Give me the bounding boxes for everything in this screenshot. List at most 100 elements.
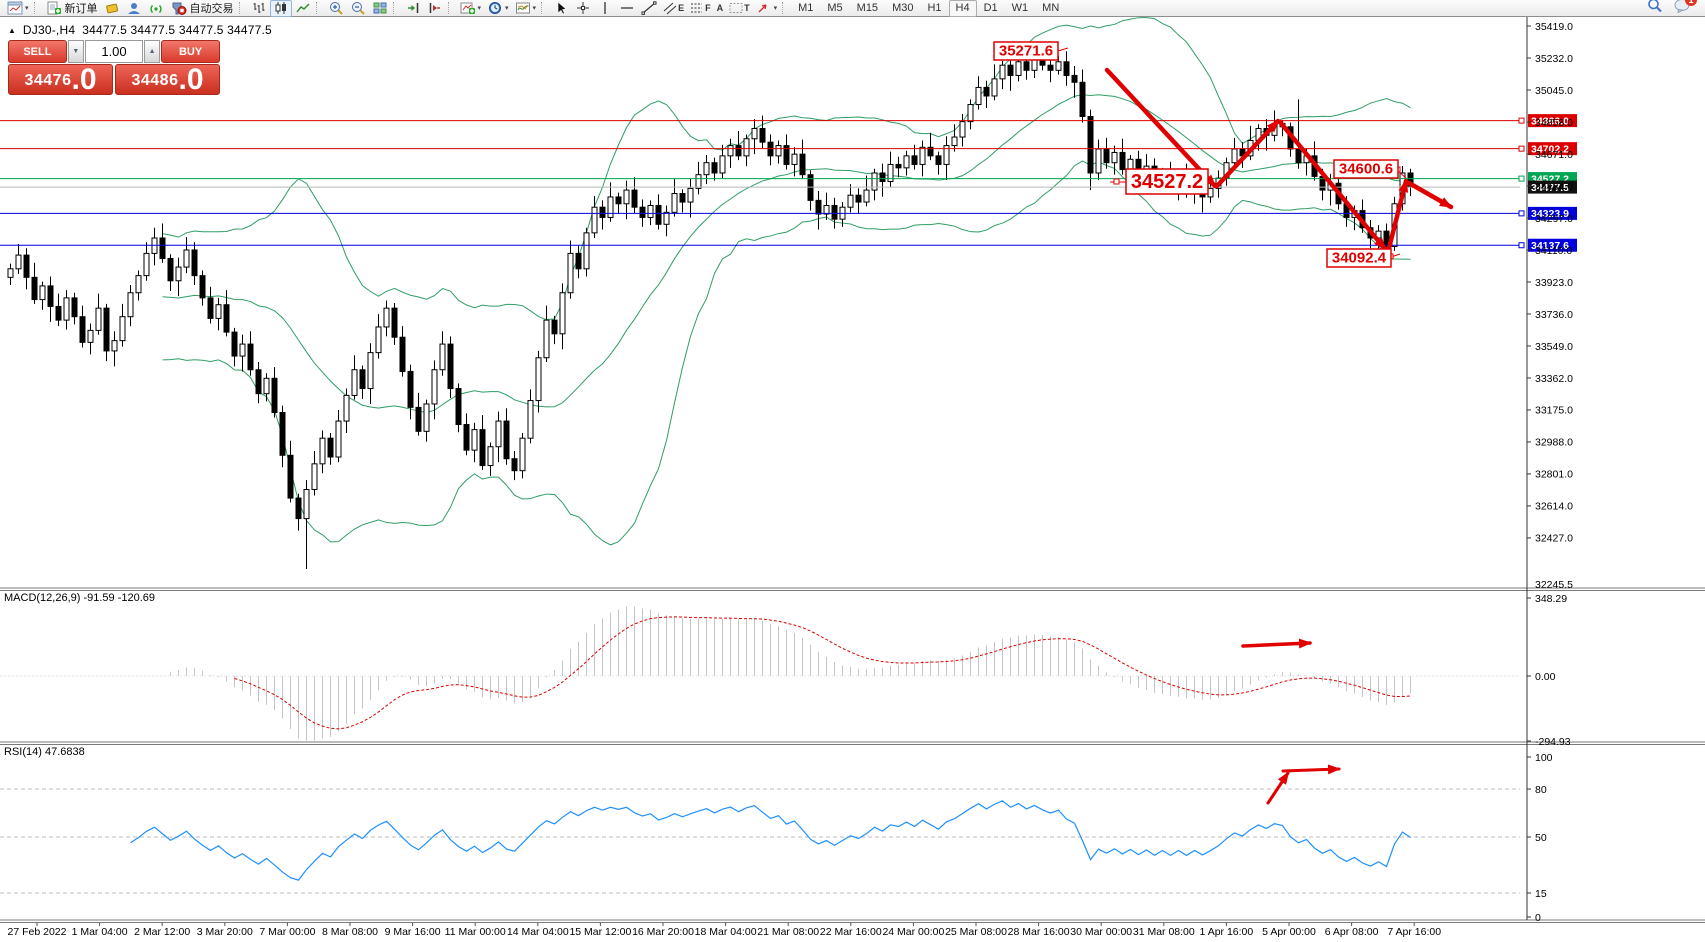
level-handle-icon[interactable]	[1518, 210, 1525, 217]
chart-window-menu[interactable]: ▾	[4, 0, 32, 17]
periods-button[interactable]: ▾	[484, 0, 512, 17]
svg-text:16 Mar 20:00: 16 Mar 20:00	[632, 926, 694, 938]
trend-arrow[interactable]	[1277, 119, 1388, 252]
svg-text:100: 100	[1535, 752, 1553, 764]
buy-price[interactable]: 34486.0	[115, 64, 220, 95]
buy-button[interactable]: BUY	[161, 40, 220, 63]
volume-increase-button[interactable]: ▲	[144, 40, 161, 63]
sell-price[interactable]: 34476.0	[8, 64, 113, 95]
chart-shift-button[interactable]	[424, 0, 446, 17]
bar-chart-button[interactable]	[248, 0, 270, 17]
svg-text:34484.0: 34484.0	[1535, 181, 1573, 193]
trend-arrow[interactable]	[1385, 178, 1409, 255]
trend-arrow[interactable]	[1241, 638, 1312, 649]
notifications-icon[interactable]: 1	[1674, 0, 1697, 18]
svg-text:1 Apr 16:00: 1 Apr 16:00	[1200, 926, 1254, 938]
level-handle-icon[interactable]	[1518, 117, 1525, 124]
fibonacci-button[interactable]: F	[687, 0, 714, 17]
svg-text:22 Mar 16:00: 22 Mar 16:00	[820, 926, 882, 938]
collapse-panel-icon[interactable]: ▲	[8, 25, 16, 35]
svg-text:5 Apr 00:00: 5 Apr 00:00	[1262, 926, 1316, 938]
horizontal-line-button[interactable]	[616, 0, 638, 17]
search-icon[interactable]	[1647, 0, 1662, 18]
level-handle-icon[interactable]	[1518, 145, 1525, 152]
cursor-button[interactable]	[550, 0, 572, 17]
trend-arrow[interactable]	[1266, 771, 1290, 805]
line-chart-icon	[295, 1, 311, 15]
new-order-button[interactable]: 新订单	[43, 0, 101, 17]
svg-text:34600.6: 34600.6	[1339, 161, 1393, 178]
timeframe-d1[interactable]: D1	[983, 1, 998, 14]
price-callout-34527.2[interactable]	[1125, 168, 1209, 195]
tile-windows-button[interactable]	[369, 0, 391, 17]
timeframe-m5[interactable]: M5	[827, 1, 843, 14]
price-badge-34323.9	[1528, 206, 1577, 220]
svg-text:35232.0: 35232.0	[1535, 53, 1573, 65]
trend-arrow[interactable]	[1214, 118, 1281, 189]
timeframe-w1[interactable]: W1	[1011, 1, 1029, 14]
sell-button[interactable]: SELL	[8, 40, 67, 63]
arrows-button[interactable]: ▾	[753, 0, 781, 17]
chart-window-menu-icon	[7, 1, 23, 15]
crosshair-button[interactable]	[572, 0, 594, 17]
svg-text:34671.0: 34671.0	[1535, 149, 1573, 161]
templates-button[interactable]: ▾	[512, 0, 540, 17]
indicators-button[interactable]: ▾	[457, 0, 485, 17]
level-handle-icon[interactable]	[1518, 242, 1525, 249]
signals-button[interactable]	[145, 0, 167, 17]
metaeditor-button[interactable]	[101, 0, 123, 17]
community-icon	[126, 1, 142, 15]
symbol-period-label: DJ30-,H4	[22, 23, 76, 37]
svg-text:34323.9: 34323.9	[1531, 208, 1569, 220]
zoom-in-button[interactable]	[325, 0, 347, 17]
new-order-icon	[46, 1, 62, 15]
text-button[interactable]: A	[714, 0, 727, 17]
zoom-out-button[interactable]	[347, 0, 369, 17]
price-callout-34600.6[interactable]	[1333, 159, 1399, 179]
timeframe-mn[interactable]: MN	[1042, 1, 1060, 14]
timeframe-m15[interactable]: M15	[856, 1, 879, 14]
volume-decrease-button[interactable]: ▼	[67, 40, 84, 63]
svg-text:3 Mar 20:00: 3 Mar 20:00	[197, 926, 253, 938]
svg-text:24 Mar 00:00: 24 Mar 00:00	[882, 926, 944, 938]
price-badge-34137.6	[1528, 238, 1577, 252]
toolbar-separator	[447, 2, 453, 14]
community-button[interactable]	[123, 0, 145, 17]
line-chart-button[interactable]	[292, 0, 314, 17]
trend-arrow[interactable]	[1281, 764, 1341, 775]
timeframe-h4[interactable]: H4	[948, 0, 977, 17]
text-label-button[interactable]: T	[726, 0, 753, 17]
trend-arrow[interactable]	[1406, 180, 1454, 210]
svg-text:50: 50	[1535, 832, 1547, 844]
svg-text:34092.4: 34092.4	[1332, 250, 1387, 267]
svg-text:33549.0: 33549.0	[1535, 341, 1573, 353]
chart-shift-icon	[427, 1, 443, 15]
toolbar-separator	[541, 2, 546, 14]
svg-text:33736.0: 33736.0	[1535, 309, 1573, 321]
level-handle-icon[interactable]	[1518, 175, 1525, 182]
svg-text:34110.0: 34110.0	[1535, 245, 1572, 257]
autotrading-button[interactable]: 自动交易	[167, 0, 237, 17]
price-badge-34866.0	[1528, 114, 1577, 128]
chart-title: ▲ DJ30-,H4 34477.5 34477.5 34477.5 34477…	[8, 23, 272, 37]
auto-scroll-button[interactable]	[402, 0, 424, 17]
svg-text:32988.0: 32988.0	[1535, 437, 1573, 449]
candle-chart-button[interactable]	[269, 0, 292, 17]
bollinger-bands	[162, 17, 1411, 546]
candlestick-series	[7, 51, 1414, 569]
trendline-button[interactable]	[638, 0, 660, 17]
vertical-line-button[interactable]	[594, 0, 616, 17]
timeframe-m30[interactable]: M30	[892, 1, 914, 14]
price-callout-34092.4[interactable]	[1326, 248, 1392, 268]
trend-arrow[interactable]	[1104, 67, 1218, 189]
svg-text:1 Mar 04:00: 1 Mar 04:00	[72, 926, 128, 938]
svg-text:34297.0: 34297.0	[1535, 213, 1573, 225]
svg-text:34477.5: 34477.5	[1531, 182, 1569, 194]
timeframe-m1[interactable]: M1	[798, 1, 814, 14]
timeframe-h1[interactable]: H1	[927, 1, 942, 14]
volume-input[interactable]	[85, 40, 143, 63]
price-callout-35271.6[interactable]	[993, 41, 1059, 61]
equidistant-channel-button[interactable]: E	[660, 0, 687, 17]
toolbar-separator	[782, 2, 787, 14]
